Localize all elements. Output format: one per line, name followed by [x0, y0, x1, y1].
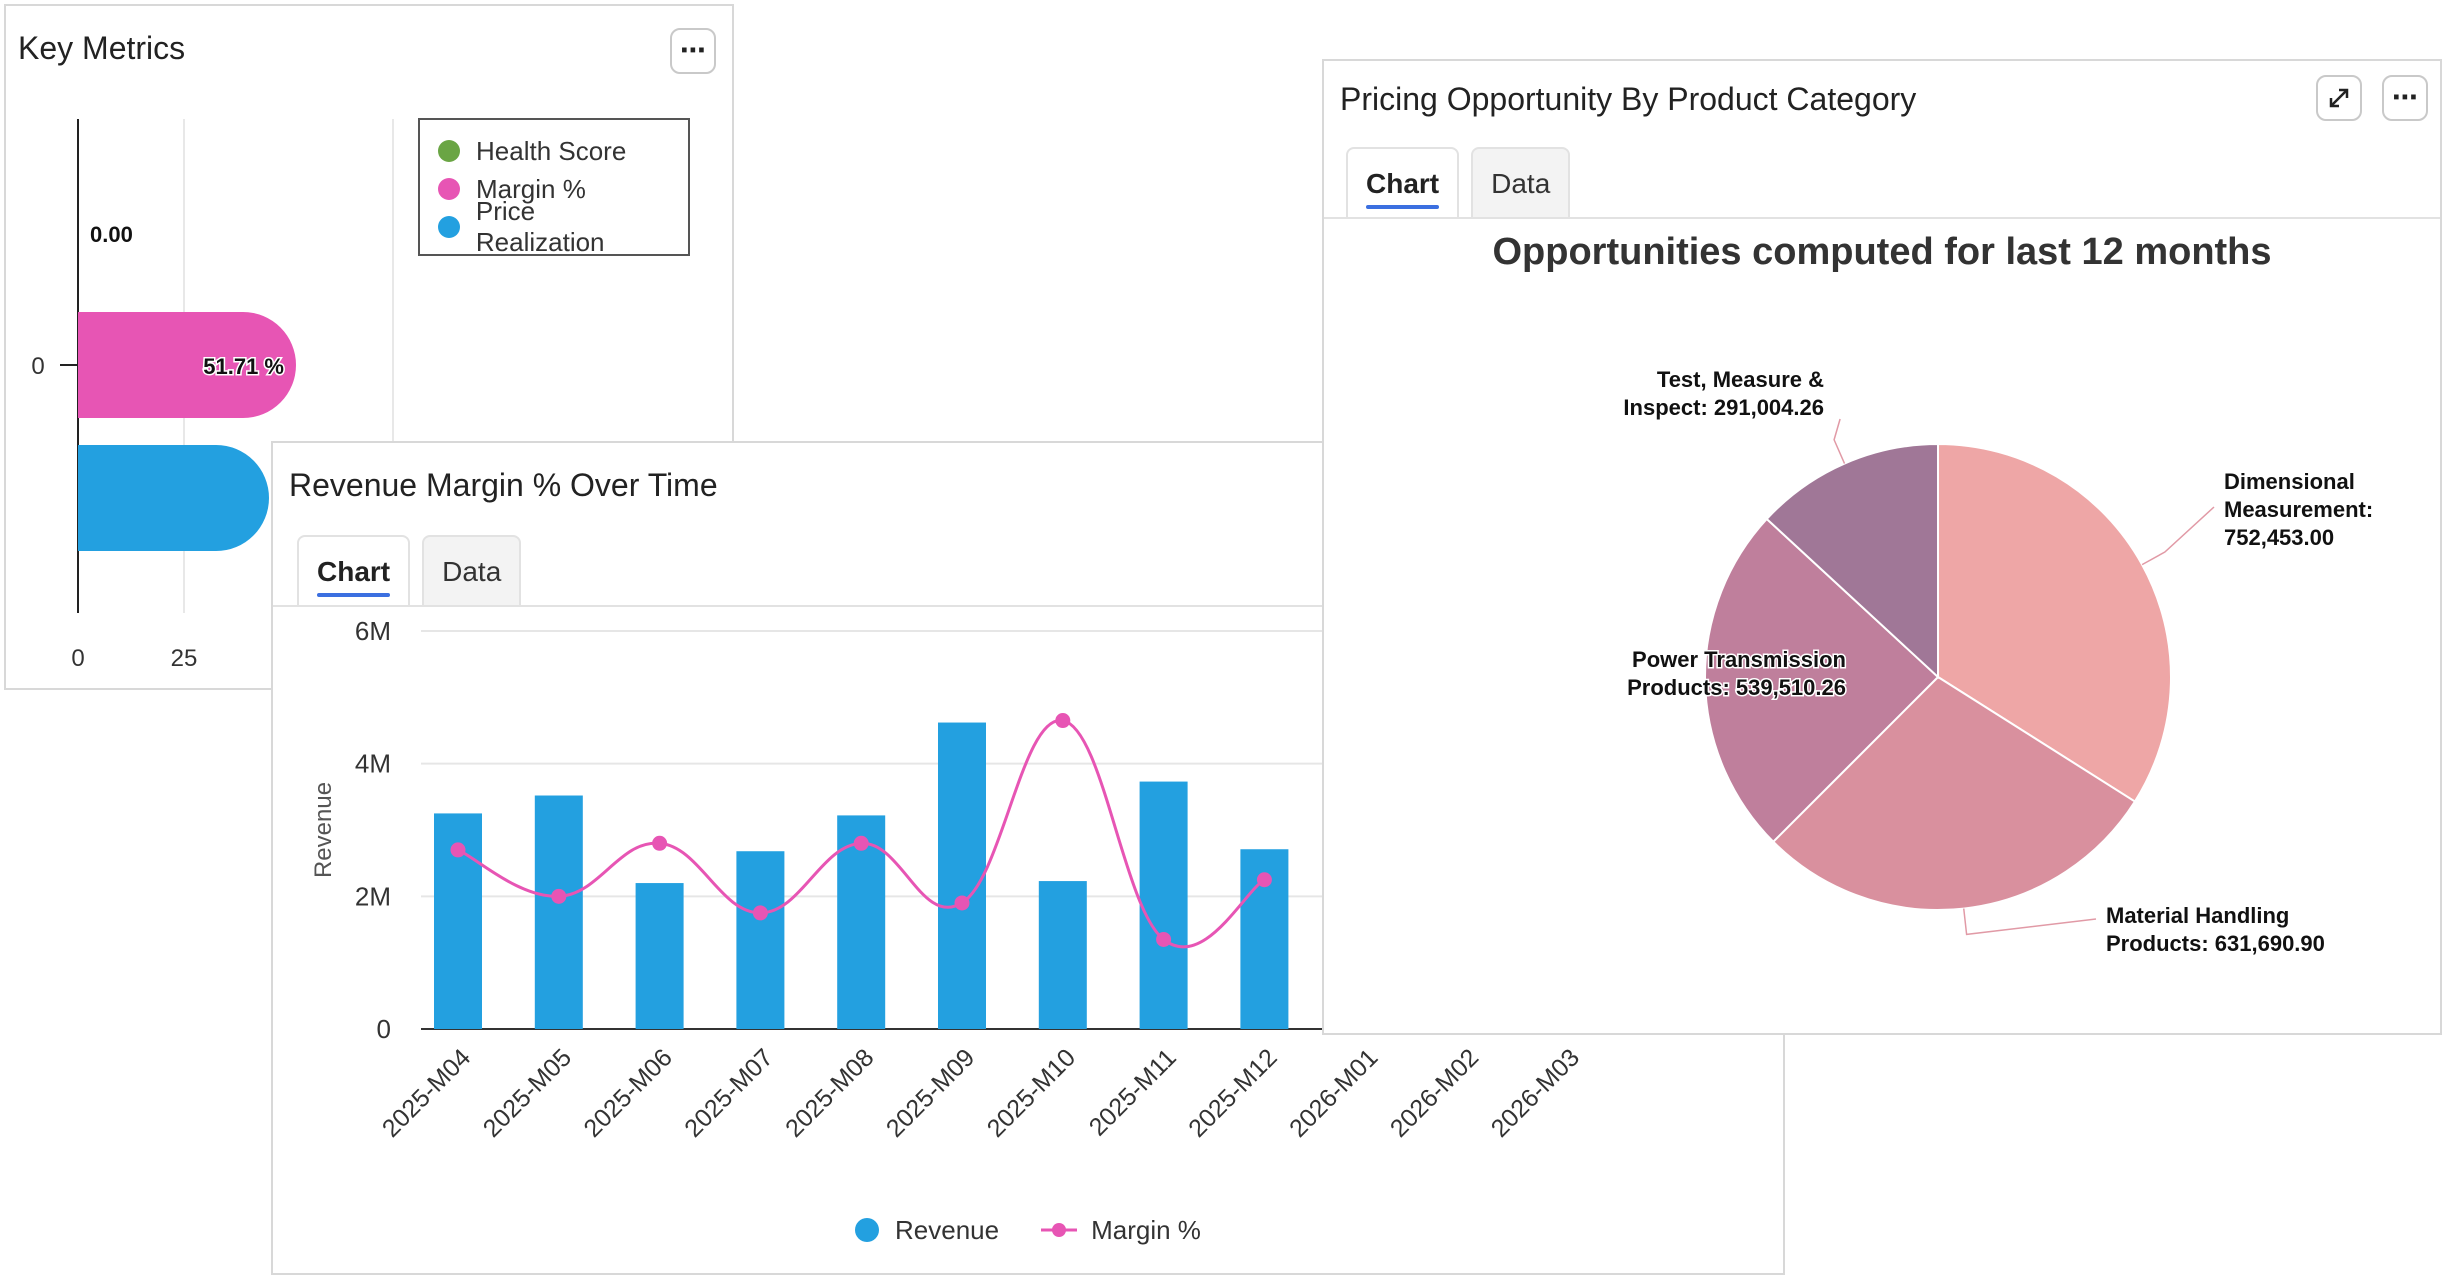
leader-line	[1833, 418, 1846, 464]
margin-bar	[78, 312, 296, 418]
x-tick-label: 2025-M05	[478, 1043, 577, 1142]
legend-item-margin[interactable]: Margin %	[1039, 1211, 1201, 1249]
slice-label: Products: 539,510.26	[1627, 675, 1846, 700]
y-tick-label: 2M	[355, 881, 391, 911]
pricing-menu-button[interactable]: ⋯	[2382, 75, 2428, 121]
x-tick-label: 2025-M09	[881, 1043, 980, 1142]
pie-chart-title: Opportunities computed for last 12 month…	[1492, 231, 2272, 273]
x-tick-label: 2025-M07	[679, 1043, 778, 1142]
margin-point	[551, 888, 567, 904]
margin-point	[954, 895, 970, 911]
slice-label: Inspect: 291,004.26	[1623, 395, 1824, 420]
x-tick-label: 2026-M02	[1385, 1043, 1484, 1142]
leader-line	[2141, 506, 2215, 566]
x-tick-label: 2025-M12	[1183, 1043, 1282, 1142]
key-metrics-chart: 0 0.00 51.71 % 0 25	[31, 119, 394, 672]
leader-line	[1963, 908, 2097, 936]
margin-point	[752, 905, 768, 921]
legend-item-revenue[interactable]: Revenue	[855, 1211, 999, 1249]
legend-item-health-score[interactable]: Health Score	[438, 132, 670, 170]
margin-value-label: 51.71 %	[203, 354, 284, 379]
revenue-bar	[1139, 781, 1188, 1029]
x-tick-label: 0	[71, 645, 84, 672]
pie-slice	[1771, 675, 2137, 911]
slice-label: Dimensional	[2224, 469, 2355, 494]
legend-label: Price Realization	[475, 196, 605, 257]
legend-label: Revenue	[895, 1214, 1000, 1245]
y-tick-label: 6M	[355, 616, 391, 646]
key-metrics-title: Key Metrics	[18, 30, 186, 66]
pricing-opportunity-title: Pricing Opportunity By Product Category	[1340, 81, 1917, 117]
margin-point	[652, 835, 668, 851]
legend-dot	[438, 178, 460, 200]
legend-label: Health Score	[476, 135, 627, 166]
margin-point	[1055, 713, 1071, 729]
revenue-bar	[736, 851, 785, 1029]
legend-dot	[438, 216, 460, 238]
y-axis-label: Revenue	[310, 782, 337, 878]
health-value-label: 0.00	[90, 222, 133, 247]
slice-label: Measurement:	[2224, 497, 2373, 522]
margin-point	[1256, 872, 1272, 888]
margin-line	[457, 719, 1266, 949]
tab-data[interactable]: Data	[422, 535, 522, 607]
tab-data[interactable]: Data	[1471, 147, 1571, 219]
pricing-tabs: Chart Data	[1346, 147, 1571, 219]
revenue-bar	[534, 795, 583, 1029]
y-tick-label: 4M	[355, 749, 391, 779]
revenue-bar	[938, 722, 986, 1029]
more-icon: ⋯	[680, 36, 706, 66]
expand-button[interactable]	[2316, 75, 2362, 121]
slice-label: Power Transmission	[1632, 647, 1846, 672]
tab-divider	[1324, 217, 2440, 219]
key-metrics-legend: Health Score Margin % Price Realization	[418, 118, 690, 257]
slice-label: Test, Measure &	[1657, 367, 1824, 392]
x-tick-label: 2025-M10	[982, 1043, 1081, 1142]
legend-label: Margin %	[476, 173, 586, 204]
revenue-bar	[1038, 881, 1087, 1029]
pricing-opportunity-panel: Pricing Opportunity By Product Category …	[1322, 59, 2442, 1035]
line-marker-icon	[1041, 1223, 1078, 1237]
revenue-bar	[837, 815, 886, 1029]
slice-label: Material Handling	[2106, 903, 2289, 928]
key-metrics-menu-button[interactable]: ⋯	[670, 28, 716, 74]
x-tick-label: 2026-M01	[1284, 1043, 1383, 1142]
x-tick-label: 2025-M11	[1084, 1043, 1182, 1141]
x-tick-label: 25	[171, 645, 198, 672]
x-tick-label: 2026-M03	[1486, 1043, 1585, 1142]
revenue-legend: Revenue Margin %	[855, 1211, 1201, 1249]
revenue-tabs: Chart Data	[297, 535, 522, 607]
more-icon: ⋯	[2392, 83, 2418, 113]
y-tick-label: 0	[31, 353, 44, 380]
slice-label: Products: 631,690.90	[2106, 931, 2325, 956]
price-realization-bar	[78, 445, 269, 551]
tab-chart[interactable]: Chart	[297, 535, 411, 607]
tab-divider	[273, 605, 1783, 607]
x-tick-label: 2025-M08	[780, 1043, 879, 1142]
margin-point	[450, 842, 466, 858]
revenue-margin-title: Revenue Margin % Over Time	[289, 467, 718, 503]
y-tick-label: 0	[377, 1014, 391, 1044]
x-tick-label: 2025-M04	[377, 1043, 476, 1142]
pie-slice	[1704, 517, 1940, 844]
expand-icon	[2329, 88, 2349, 108]
legend-item-margin[interactable]: Margin %	[438, 170, 670, 208]
pie-chart: Dimensional Measurement: 752,453.00 Materia…	[1622, 366, 2375, 958]
margin-point	[853, 835, 869, 851]
legend-item-price-realization[interactable]: Price Realization	[438, 196, 670, 257]
legend-label: Margin %	[1091, 1214, 1201, 1245]
margin-point	[1156, 931, 1172, 947]
pie-slice	[1765, 442, 1939, 680]
tab-chart[interactable]: Chart	[1346, 147, 1460, 219]
legend-dot	[438, 140, 460, 162]
pie-slice	[1937, 442, 2172, 803]
legend-dot	[855, 1218, 879, 1242]
x-tick-label: 2025-M06	[578, 1043, 677, 1142]
slice-label: 752,453.00	[2224, 525, 2334, 550]
revenue-bar	[635, 883, 684, 1029]
